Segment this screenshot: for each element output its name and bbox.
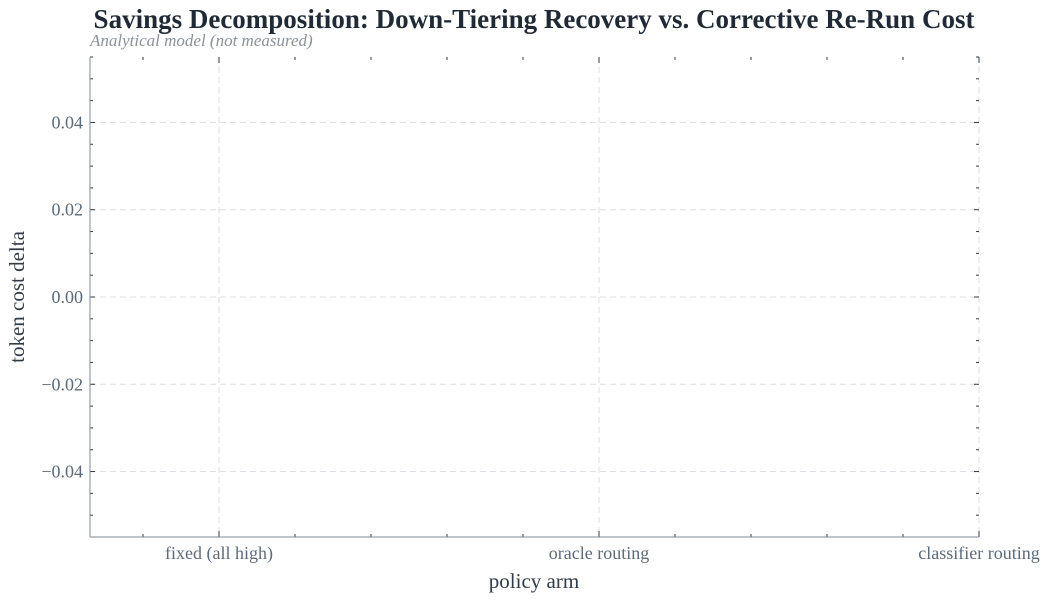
y-tick-label: 0.00 <box>52 287 84 307</box>
y-tick-labels: −0.04 −0.02 0.00 0.02 0.04 <box>41 112 83 481</box>
y-tick-label: −0.02 <box>41 374 83 394</box>
grid-lines <box>90 57 980 537</box>
major-ticks <box>90 57 980 537</box>
y-axis-label: token cost delta <box>5 230 29 362</box>
x-axis-label: policy arm <box>489 569 579 593</box>
chart-subtitle: Analytical model (not measured) <box>89 31 313 50</box>
y-tick-label: 0.04 <box>52 112 84 132</box>
y-tick-label: −0.04 <box>41 462 83 482</box>
y-tick-label: 0.02 <box>52 200 84 220</box>
x-tick-label: oracle routing <box>549 543 649 563</box>
chart-title: Savings Decomposition: Down-Tiering Reco… <box>94 4 975 34</box>
x-tick-label: classifier routing <box>918 543 1039 563</box>
x-tick-labels: fixed (all high) oracle routing classifier… <box>165 543 1040 564</box>
x-tick-label: fixed (all high) <box>165 543 273 564</box>
